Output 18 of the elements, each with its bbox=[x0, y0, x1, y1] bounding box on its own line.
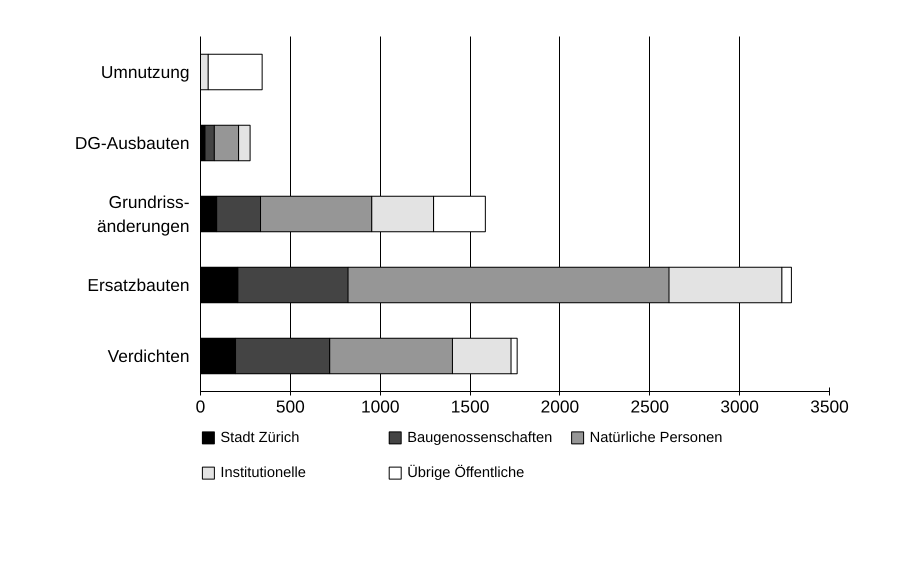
x-tick-label: 3500 bbox=[810, 396, 849, 416]
x-tick-label: 1500 bbox=[450, 396, 490, 416]
x-tick-label: 1000 bbox=[360, 396, 400, 416]
y-tick-label: Ersatzbauten bbox=[87, 275, 190, 295]
x-tick-label: 500 bbox=[276, 396, 305, 416]
x-tick-label: 3000 bbox=[720, 396, 759, 416]
legend-label: Baugenossenschaften bbox=[407, 430, 552, 446]
y-tick-label: Verdichten bbox=[108, 346, 190, 366]
x-tick-label: 0 bbox=[196, 396, 206, 416]
legend-label: Stadt Zürich bbox=[220, 430, 300, 446]
x-tick-label: 2500 bbox=[630, 396, 670, 416]
y-tick-label: DG-Ausbauten bbox=[74, 133, 190, 153]
legend-label: Institutionelle bbox=[220, 465, 306, 482]
legend-label: Übrige Öffentliche bbox=[407, 464, 524, 482]
y-tick-label: Umnutzung bbox=[100, 62, 190, 82]
legend-label: Natürliche Personen bbox=[590, 430, 722, 446]
y-tick-label: Grundriss- änderungen bbox=[96, 192, 190, 236]
x-tick-label: 2000 bbox=[540, 396, 580, 416]
